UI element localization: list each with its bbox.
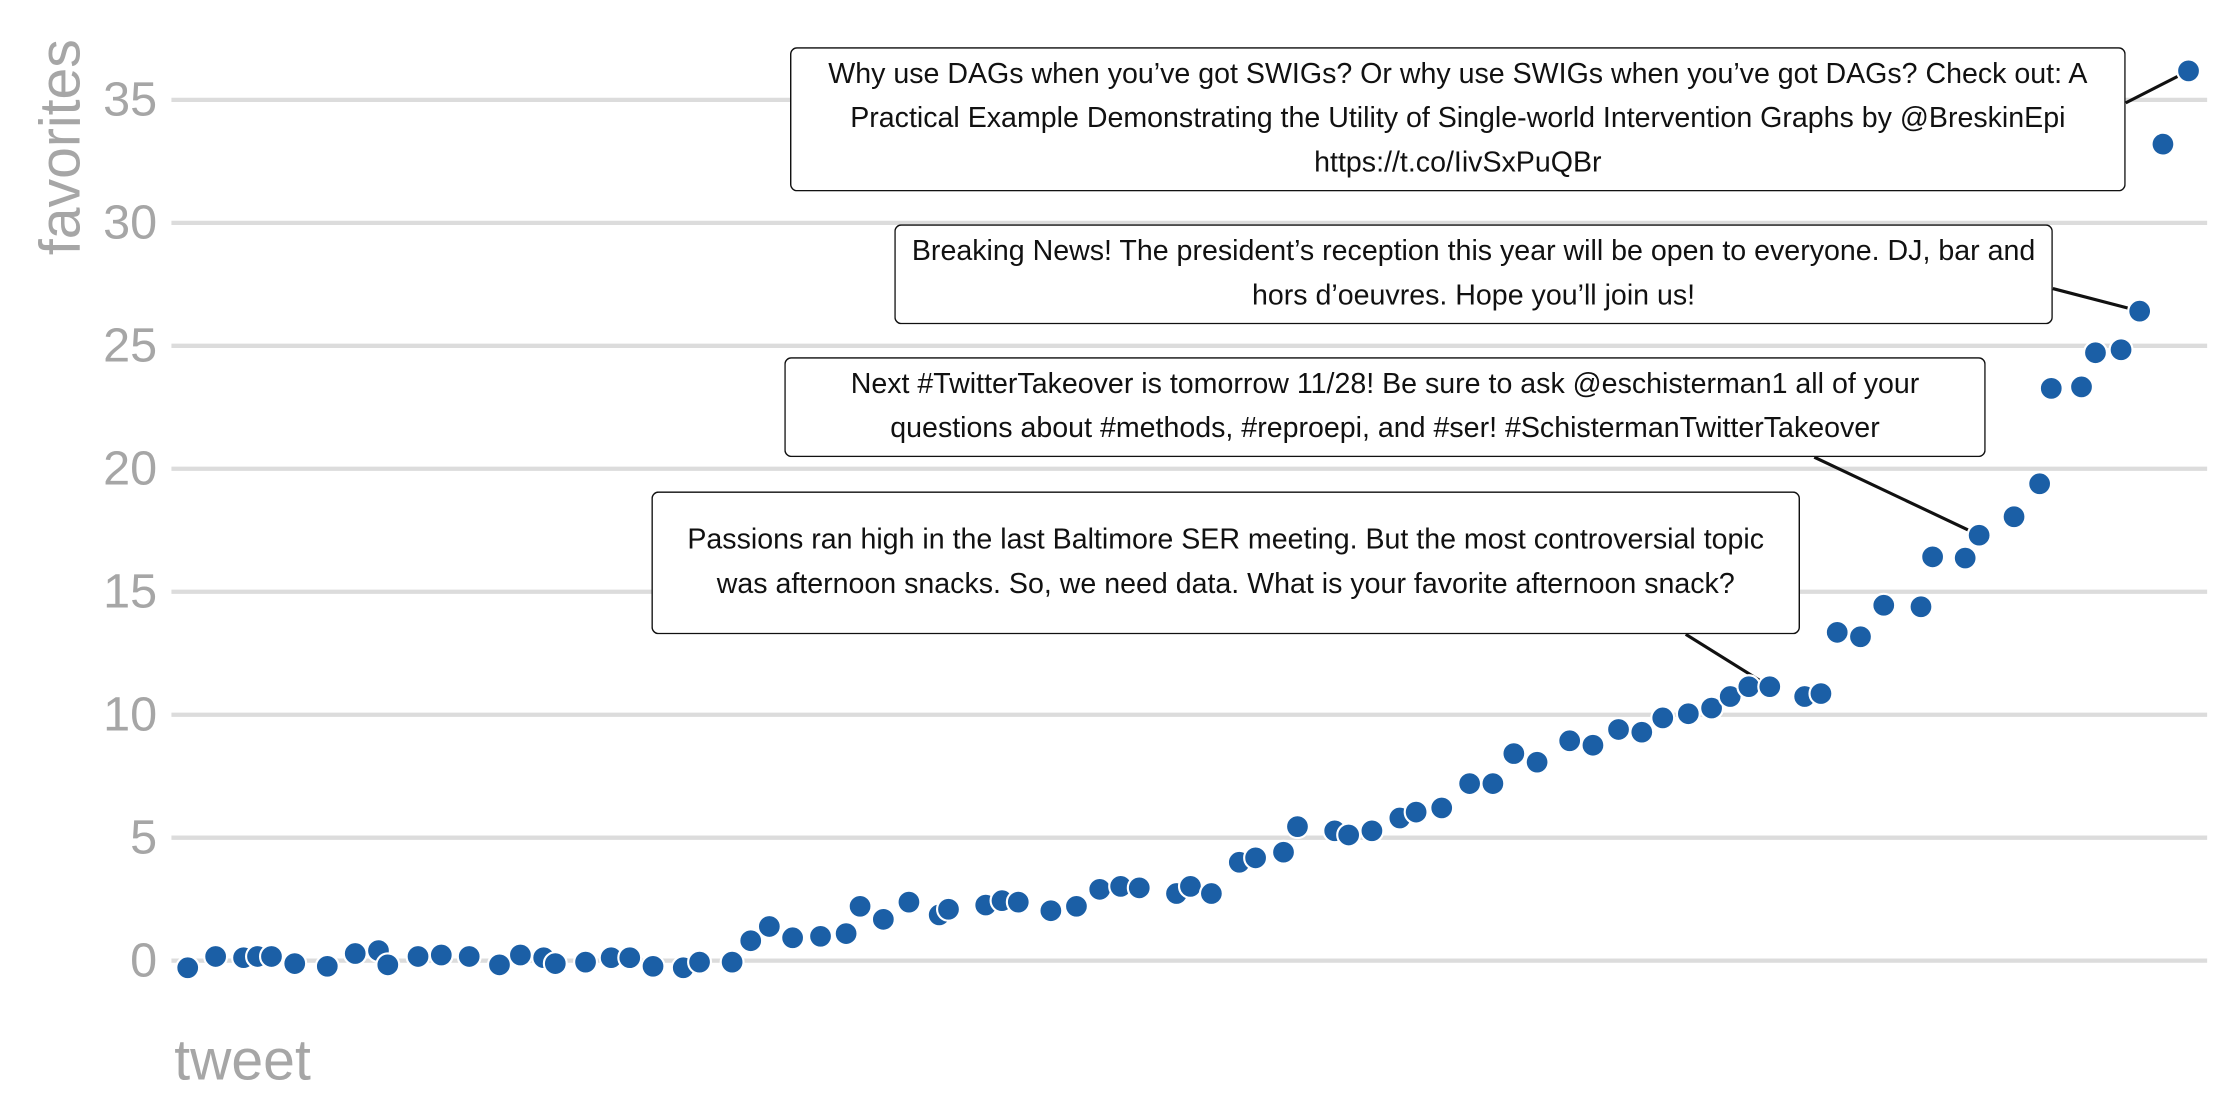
point	[486, 952, 512, 978]
point	[1557, 728, 1583, 754]
point	[507, 942, 533, 968]
point	[2069, 374, 2095, 400]
point	[1198, 881, 1224, 907]
point	[1038, 898, 1064, 924]
annotation-text: Breaking News! The president’s reception…	[894, 224, 2053, 325]
point	[1952, 545, 1978, 571]
annotation: Next #TwitterTakeover is tomorrow 11/28!…	[784, 357, 1986, 458]
point	[1966, 522, 1992, 548]
point	[1501, 741, 1527, 767]
point	[847, 893, 873, 919]
point	[1524, 749, 1550, 775]
point	[1824, 619, 1850, 645]
annotation-text: Why use DAGs when you’ve got SWIGs? Or w…	[790, 47, 2126, 192]
point	[870, 906, 896, 932]
y-tick-label: 15	[103, 564, 157, 618]
point	[175, 955, 201, 981]
y-tick-label: 20	[103, 441, 157, 495]
point	[1063, 893, 1089, 919]
annotation: Why use DAGs when you’ve got SWIGs? Or w…	[790, 47, 2126, 192]
point	[2127, 298, 2153, 324]
point	[1177, 873, 1203, 899]
point	[342, 941, 368, 967]
point	[1847, 624, 1873, 650]
point	[1606, 716, 1632, 742]
point	[1403, 799, 1429, 825]
y-tick-label: 10	[103, 687, 157, 741]
point	[2176, 58, 2202, 84]
point	[456, 943, 482, 969]
point	[2027, 471, 2053, 497]
point	[617, 945, 643, 971]
y-tick-label: 35	[103, 73, 157, 127]
annotation: Breaking News! The president’s reception…	[894, 224, 2053, 325]
point	[808, 923, 834, 949]
y-axis-title: favorites	[28, 39, 92, 255]
point	[428, 942, 454, 968]
point	[1736, 674, 1762, 700]
point	[1871, 592, 1897, 618]
y-tick-label: 25	[103, 319, 157, 373]
point	[640, 953, 666, 979]
point	[573, 949, 599, 975]
point	[738, 928, 764, 954]
point	[1284, 814, 1310, 840]
point	[2150, 131, 2176, 157]
point	[282, 951, 308, 977]
point	[203, 943, 229, 969]
point	[2001, 504, 2027, 530]
point	[1271, 839, 1297, 865]
point	[1336, 822, 1362, 848]
point	[375, 952, 401, 978]
point	[1359, 818, 1385, 844]
point	[935, 896, 961, 922]
point	[542, 951, 568, 977]
point	[1757, 674, 1783, 700]
y-tick-label: 0	[130, 933, 157, 987]
point	[1480, 771, 1506, 797]
annotation: Passions ran high in the last Baltimore …	[651, 491, 1800, 635]
point	[1808, 681, 1834, 707]
y-tick-label: 30	[103, 196, 157, 250]
point	[2038, 375, 2064, 401]
annotation-leader	[1813, 455, 1980, 537]
point	[405, 943, 431, 969]
point	[1457, 771, 1483, 797]
point	[1580, 732, 1606, 758]
point	[896, 889, 922, 915]
point	[1243, 845, 1269, 871]
point	[1699, 695, 1725, 721]
point	[1126, 875, 1152, 901]
point	[2108, 337, 2134, 363]
point	[1629, 719, 1655, 745]
point	[719, 949, 745, 975]
point	[687, 949, 713, 975]
point	[314, 953, 340, 979]
point	[780, 925, 806, 951]
point	[1429, 795, 1455, 821]
y-tick-label: 5	[130, 810, 157, 864]
point	[2082, 340, 2108, 366]
point	[756, 913, 782, 939]
annotation-text: Passions ran high in the last Baltimore …	[651, 491, 1800, 635]
point	[258, 943, 284, 969]
point	[833, 921, 859, 947]
point	[1087, 876, 1113, 902]
point	[1920, 544, 1946, 570]
point	[1005, 889, 1031, 915]
annotation-leader	[2052, 287, 2141, 313]
point	[1675, 701, 1701, 727]
point	[1650, 705, 1676, 731]
annotation-text: Next #TwitterTakeover is tomorrow 11/28!…	[784, 357, 1986, 458]
x-axis-title: tweet	[174, 1028, 311, 1092]
point	[1908, 594, 1934, 620]
